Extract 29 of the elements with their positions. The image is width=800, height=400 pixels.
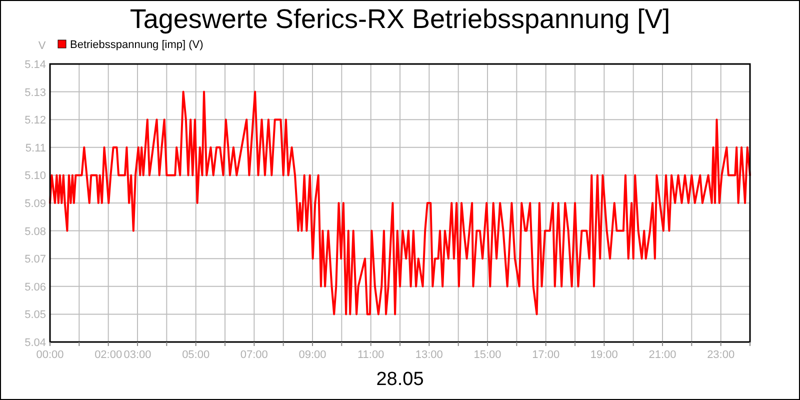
y-tick-label: 5.12	[24, 114, 46, 127]
x-tick-label: 02:00	[94, 349, 122, 361]
y-axis-title: V	[38, 40, 46, 52]
x-tick-label: 05:00	[182, 349, 210, 361]
x-tick-label: 11:00	[357, 349, 384, 361]
y-tick-label: 5.11	[25, 142, 46, 154]
x-tick-label: 19:00	[590, 349, 618, 361]
y-tick-label: 5.06	[24, 281, 46, 294]
y-tick-label: 5.04	[24, 337, 46, 349]
y-tick-label: 5.09	[24, 198, 46, 210]
x-tick-label: 17:00	[532, 349, 560, 361]
x-tick-label: 23:00	[707, 349, 735, 361]
chart-title: Tageswerte Sferics-RX Betriebsspannung [V]	[130, 4, 670, 34]
y-tick-label: 5.14	[24, 59, 46, 71]
line-series	[49, 90, 751, 316]
x-tick-label: 03:00	[124, 349, 152, 361]
x-tick-label: 09:00	[298, 349, 326, 361]
y-tick-label: 5.13	[24, 86, 46, 99]
y-tick-label: 5.07	[24, 254, 46, 266]
y-tick-label: 5.05	[24, 309, 46, 322]
x-tick-label: 00:00	[36, 349, 64, 361]
x-tick-label: 07:00	[240, 349, 268, 361]
x-tick-label: 21:00	[648, 349, 676, 361]
y-tick-label: 5.10	[24, 170, 46, 182]
x-tick-label: 13:00	[415, 349, 443, 361]
x-axis-title: 28.05	[376, 369, 424, 390]
x-tick-label: 15:00	[474, 349, 502, 361]
legend-label: Betriebsspannung [imp] (V)	[70, 39, 204, 51]
y-tick-label: 5.08	[24, 226, 46, 238]
